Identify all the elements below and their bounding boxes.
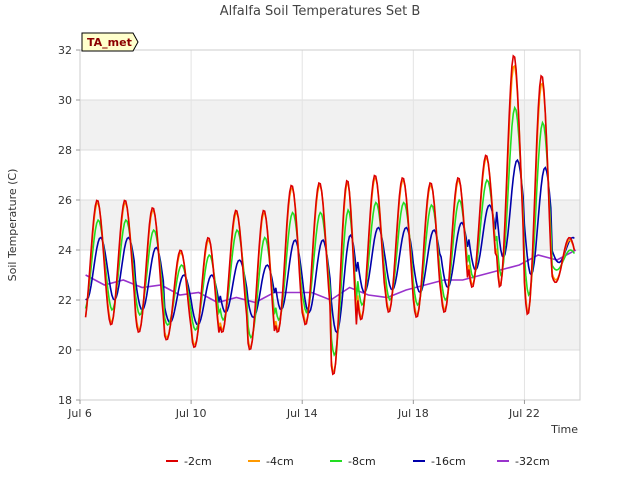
badge-shape: [81, 32, 139, 52]
y-tick-label: 24: [58, 244, 72, 257]
y-tick-label: 30: [58, 94, 72, 107]
series-layer: [84, 54, 577, 376]
legend-item: -32cm: [497, 455, 550, 468]
badge-label: TA_met: [87, 36, 132, 49]
x-axis-ticks: Jul 6 Jul 10 Jul 14 Jul 18 Jul 22: [67, 400, 540, 420]
y-axis-label: Soil Temperature (C): [6, 169, 19, 282]
y-axis-ticks: 18 20 22 24 26 28 30 32: [58, 44, 80, 407]
background-band: [80, 150, 580, 200]
chart-title: Alfalfa Soil Temperatures Set B: [220, 4, 421, 19]
background-band: [80, 50, 580, 100]
legend-item: -4cm: [248, 455, 294, 468]
plot-background-bands: [80, 50, 580, 400]
legend-label: -2cm: [184, 455, 212, 468]
ta-met-badge: TA_met: [81, 32, 139, 52]
y-tick-label: 26: [58, 194, 72, 207]
legend-item: -16cm: [413, 455, 466, 468]
x-tick-label: Jul 18: [397, 407, 429, 420]
y-tick-label: 32: [58, 44, 72, 57]
legend-label: -4cm: [266, 455, 294, 468]
y-tick-label: 22: [58, 294, 72, 307]
x-axis-label: Time: [550, 423, 578, 436]
legend-item: -2cm: [166, 455, 212, 468]
series-line-minus-2cm: [84, 54, 576, 376]
legend-label: -16cm: [431, 455, 466, 468]
x-tick-label: Jul 14: [286, 407, 318, 420]
axes: [79, 49, 581, 401]
legend-label: -32cm: [515, 455, 550, 468]
y-tick-label: 28: [58, 144, 72, 157]
x-tick-label: Jul 10: [175, 407, 207, 420]
legend-label: -8cm: [348, 455, 376, 468]
x-tick-label: Jul 22: [508, 407, 540, 420]
background-band: [80, 350, 580, 400]
legend-item: -8cm: [330, 455, 376, 468]
legend: -2cm -4cm -8cm -16cm -32cm: [166, 455, 550, 468]
y-tick-label: 18: [58, 394, 72, 407]
x-tick-label: Jul 6: [67, 407, 92, 420]
background-band: [80, 100, 580, 150]
plot-frame: [79, 49, 581, 401]
y-tick-label: 20: [58, 344, 72, 357]
